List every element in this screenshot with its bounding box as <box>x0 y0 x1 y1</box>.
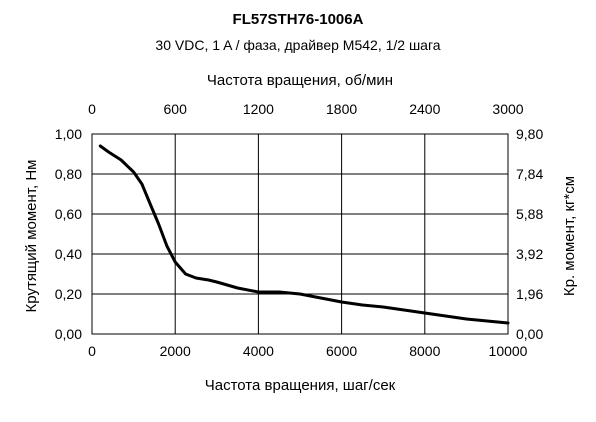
x2-tick-label: 2400 <box>409 101 440 117</box>
right-y-axis-label: Кр. момент, кг*см <box>561 176 578 296</box>
chart-title: FL57STH76-1006A <box>233 11 364 28</box>
x-tick-label: 0 <box>88 343 96 359</box>
y-tick-label: 0,40 <box>55 246 82 262</box>
y-tick-label: 0,80 <box>55 166 82 182</box>
y-tick-label: 0,20 <box>55 286 82 302</box>
x-tick-label: 6000 <box>326 343 357 359</box>
x-tick-label: 2000 <box>160 343 191 359</box>
y2-tick-label: 7,84 <box>516 166 543 182</box>
left-y-axis-label: Крутящий момент, Нм <box>23 160 40 313</box>
y2-tick-label: 1,96 <box>516 286 543 302</box>
x2-tick-label: 600 <box>164 101 188 117</box>
y2-tick-label: 9,80 <box>516 126 543 142</box>
grid <box>92 134 508 334</box>
x2-tick-label: 1800 <box>326 101 357 117</box>
chart-subtitle: 30 VDC, 1 A / фаза, драйвер M542, 1/2 ша… <box>155 37 440 53</box>
y2-tick-label: 0,00 <box>516 326 543 342</box>
y-tick-label: 0,60 <box>55 206 82 222</box>
top-x-axis-label: Частота вращения, об/мин <box>207 72 393 89</box>
x2-tick-label: 1200 <box>243 101 274 117</box>
y2-tick-label: 3,92 <box>516 246 543 262</box>
y2-tick-label: 5,88 <box>516 206 543 222</box>
tick-labels: 0 0 2000 600 4000 1200 6000 1800 8000 2400 10000 30… <box>55 101 544 359</box>
x2-tick-label: 3000 <box>492 101 523 117</box>
series-line-torque <box>98 144 510 325</box>
y-tick-label: 1,00 <box>55 126 82 142</box>
x-tick-label: 8000 <box>409 343 440 359</box>
x-tick-label: 10000 <box>489 343 528 359</box>
y-tick-label: 0,00 <box>55 326 82 342</box>
x2-tick-label: 0 <box>88 101 96 117</box>
bottom-x-axis-label: Частота вращения, шаг/сек <box>205 377 396 394</box>
plot-frame <box>91 133 509 335</box>
x-tick-label: 4000 <box>243 343 274 359</box>
